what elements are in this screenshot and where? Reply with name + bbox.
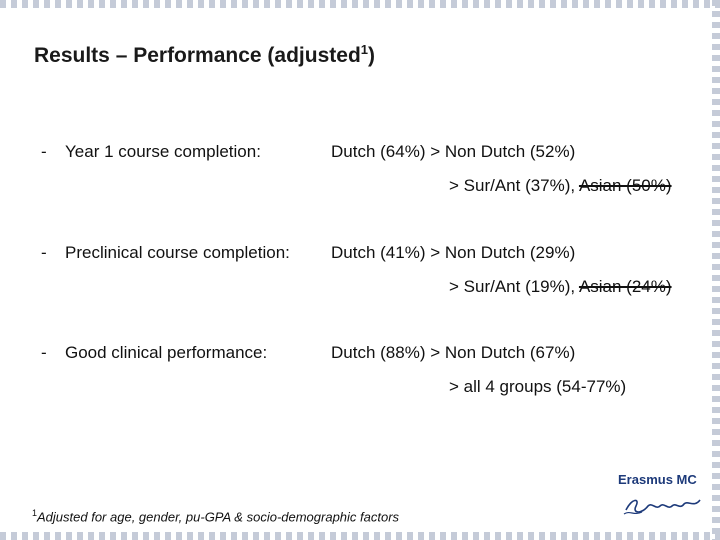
bullet-dash: - [41,142,47,161]
row-label: Preclinical course completion: [65,243,290,262]
row-label: Year 1 course completion: [65,142,261,161]
row-value: Dutch (88%) > Non Dutch (67%) [331,343,576,362]
struck-text: Asian (50%) [578,176,672,195]
result-subline-year1: > Sur/Ant (37%), Asian (50%) [449,176,672,195]
erasmus-mc-logo: Erasmus MC [612,470,708,522]
footnote: 1Adjusted for age, gender, pu-GPA & soci… [32,508,400,525]
decorative-top-border [0,0,720,8]
row-label: Good clinical performance: [65,343,268,362]
row-value: Dutch (41%) > Non Dutch (29%) [331,243,576,262]
bullet-dash: - [41,343,47,362]
struck-text: Asian (24%) [578,277,672,296]
bullet-dash: - [41,243,47,262]
decorative-right-border [712,0,720,540]
result-subline-clinical: > all 4 groups (54-77%) [449,377,627,396]
slide-title: Results – Performance (adjusted1) [34,42,376,67]
logo-wordmark: Erasmus MC [618,472,697,487]
result-subline-preclinical: > Sur/Ant (19%), Asian (24%) [449,277,672,296]
row-value: Dutch (64%) > Non Dutch (52%) [331,142,576,161]
logo-signature-icon [623,499,701,515]
decorative-bottom-border [0,532,720,540]
